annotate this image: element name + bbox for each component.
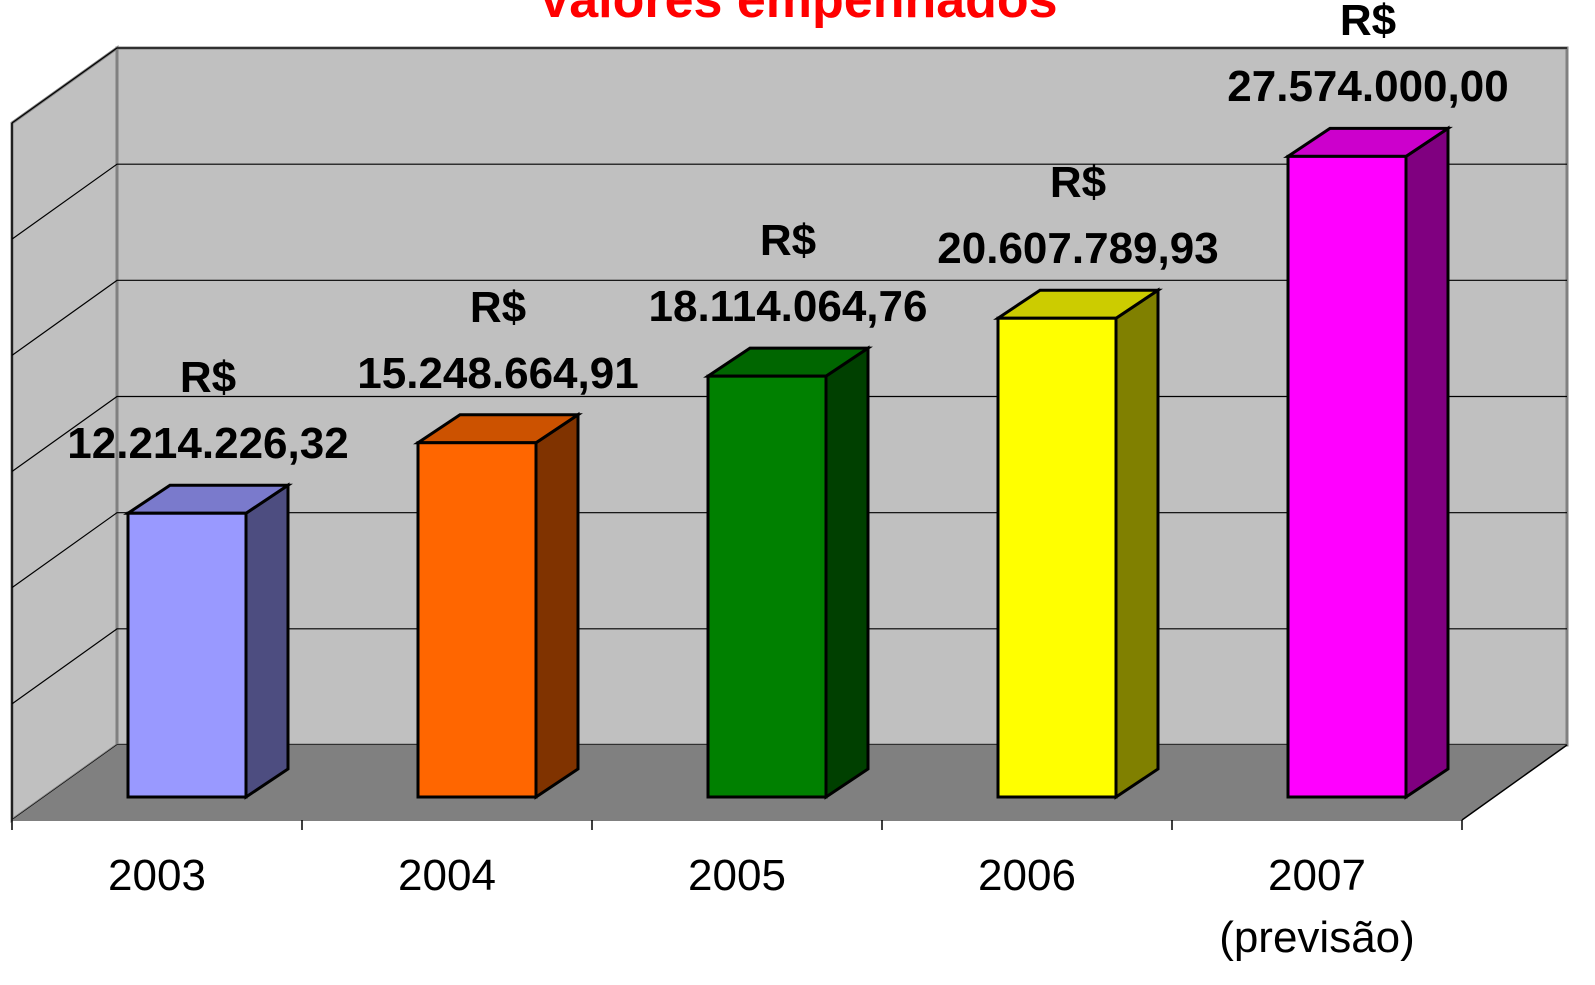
x-tick-label: 2006 [978, 851, 1076, 900]
bar [996, 316, 1118, 799]
bar-side [824, 345, 870, 800]
floor-edge [1461, 744, 1568, 821]
bar [416, 441, 538, 799]
grid-line [11, 163, 1567, 240]
bar [1286, 154, 1408, 799]
data-label: R$ 15.248.664,91 [357, 282, 639, 398]
bar-side [1404, 125, 1450, 800]
grid-line [11, 279, 1567, 356]
bar-side [1114, 287, 1160, 800]
grid-line [11, 47, 1567, 124]
x-tick-label: 2004 [398, 851, 496, 900]
bar-side [244, 482, 290, 800]
bar-side [534, 411, 580, 800]
x-tick-label: 2005 [688, 851, 786, 900]
data-label: R$ 18.114.064,76 [648, 216, 928, 332]
data-label: R$ 20.607.789,93 [937, 158, 1219, 274]
x-tick-label: 2003 [108, 851, 206, 900]
bar [706, 374, 828, 799]
chart-title: Valores empenhados [537, 0, 1058, 29]
data-label: R$ 12.214.226,32 [67, 353, 349, 469]
data-label: R$ 27.574.000,00 [1227, 0, 1509, 112]
bar [126, 511, 248, 799]
x-tick-label: 2007 (previsão) [1219, 851, 1415, 962]
